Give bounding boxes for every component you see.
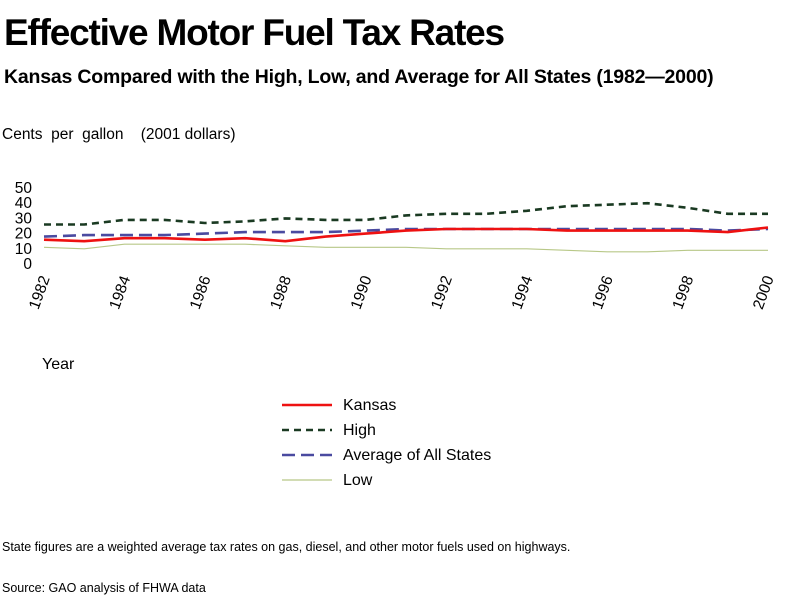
legend-swatch bbox=[282, 403, 332, 407]
y-tick-label: 20 bbox=[15, 226, 33, 243]
source-note: Source: GAO analysis of FHWA data bbox=[2, 581, 206, 595]
legend-label: High bbox=[343, 422, 376, 439]
chart-subtitle: Kansas Compared with the High, Low, and … bbox=[4, 66, 714, 88]
x-tick-label: 1990 bbox=[348, 273, 376, 312]
x-axis-label: Year bbox=[42, 356, 75, 373]
x-tick-label: 1998 bbox=[670, 274, 698, 312]
legend-swatch bbox=[282, 453, 332, 457]
x-tick-label: 1986 bbox=[187, 274, 215, 312]
footnote: State figures are a weighted average tax… bbox=[2, 540, 571, 554]
series-line-average-of-all-states bbox=[43, 227, 769, 238]
legend-swatch bbox=[282, 428, 332, 432]
x-tick-label: 1992 bbox=[428, 274, 456, 312]
y-tick-label: 10 bbox=[15, 241, 33, 258]
y-tick-label: 0 bbox=[23, 256, 32, 273]
legend-label: Average of All States bbox=[343, 447, 492, 464]
x-tick-label: 1994 bbox=[509, 273, 537, 312]
legend-label: Low bbox=[343, 472, 373, 489]
x-tick-label: 1988 bbox=[267, 274, 295, 312]
legend-swatch bbox=[282, 479, 332, 481]
series-line-low bbox=[43, 243, 768, 253]
chart-title: Effective Motor Fuel Tax Rates bbox=[4, 12, 505, 53]
y-tick-label: 40 bbox=[15, 195, 33, 212]
x-tick-label: 1996 bbox=[589, 274, 617, 312]
y-axis-label: Cents per gallon (2001 dollars) bbox=[2, 126, 236, 143]
x-tick-label: 1984 bbox=[106, 273, 134, 312]
series-line-kansas bbox=[43, 226, 769, 243]
x-axis-ticks: 1982 1984 1986 1988 1990 1992 1994 1996 1998 2000 bbox=[26, 273, 778, 312]
series-lines bbox=[43, 201, 769, 253]
y-tick-label: 30 bbox=[15, 210, 33, 227]
x-tick-label: 2000 bbox=[750, 273, 778, 312]
series-line-high bbox=[44, 201, 768, 226]
y-tick-label: 50 bbox=[15, 180, 33, 197]
x-tick-label: 1982 bbox=[26, 274, 54, 312]
legend-label: Kansas bbox=[343, 397, 397, 414]
